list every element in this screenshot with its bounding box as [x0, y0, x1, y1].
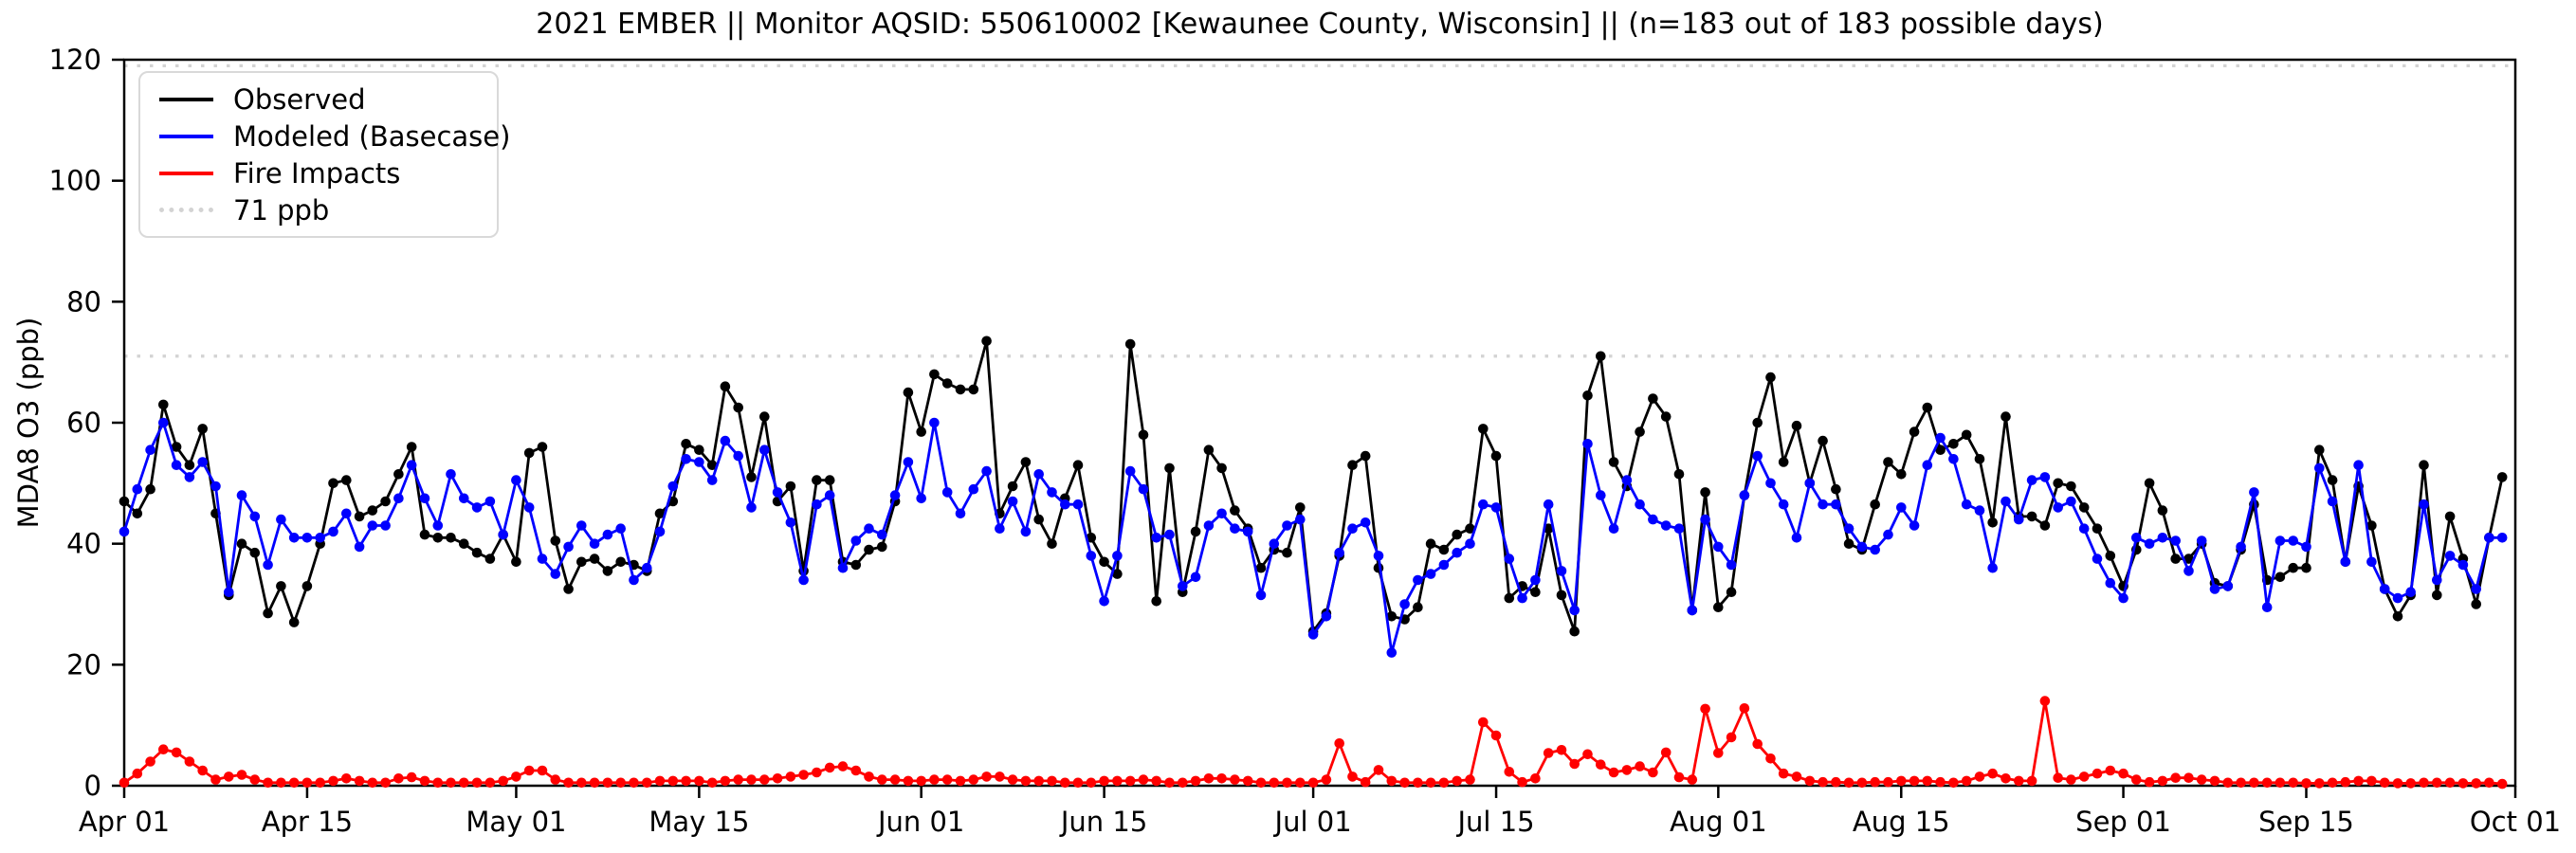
legend: Observed Modeled (Basecase) Fire Impacts…	[138, 71, 510, 238]
x-tick-label-jun-15: Jun 15	[1059, 806, 1147, 838]
legend-entry-fire-impacts: Fire Impacts	[140, 154, 497, 191]
y-tick-label-40: 40	[66, 528, 101, 560]
legend-label-observed: Observed	[233, 82, 366, 116]
reference-lines	[124, 64, 2515, 358]
chart-title: 2021 EMBER || Monitor AQSID: 550610002 […	[536, 8, 2104, 41]
x-axis-ticks: Apr 01 Apr 15 May 01 May 15 Jun 01 Jun 15 Jul …	[79, 786, 2561, 838]
series-modeled-basecase--line	[122, 421, 2503, 654]
y-axis-ticks: 0 20 40 60 80 100 120	[49, 44, 124, 802]
y-tick-label-20: 20	[66, 648, 101, 681]
legend-label-fire-impacts: Fire Impacts	[233, 156, 401, 190]
y-tick-label-60: 60	[66, 407, 101, 439]
threshold-line-sample	[159, 208, 213, 212]
x-tick-label-jun-01: Jun 01	[876, 806, 964, 838]
x-tick-label-sep-01: Sep 01	[2075, 806, 2171, 838]
legend-entry-observed: Observed	[140, 81, 497, 118]
legend-entry-modeled-basecase: Modeled (Basecase)	[140, 118, 510, 154]
y-tick-label-120: 120	[49, 44, 101, 76]
y-tick-label-80: 80	[66, 285, 101, 318]
modeled-line-sample	[159, 134, 213, 138]
y-tick-label-0: 0	[84, 770, 101, 802]
legend-entry-71ppb-threshold: 71 ppb	[140, 191, 497, 228]
series-fire-impacts	[119, 696, 2508, 789]
series-observed	[119, 336, 2508, 637]
observed-line-sample	[159, 97, 213, 101]
x-tick-label-oct-01: Oct 01	[2470, 806, 2561, 838]
series-fire-impacts-line	[123, 699, 2503, 786]
x-tick-label-jul-01: Jul 01	[1273, 806, 1352, 838]
y-tick-label-100: 100	[49, 165, 101, 197]
series-modeled-basecase-	[119, 417, 2508, 658]
x-tick-label-apr-15: Apr 15	[262, 806, 353, 838]
legend-label-71ppb: 71 ppb	[233, 193, 330, 227]
x-tick-label-aug-15: Aug 15	[1853, 806, 1950, 838]
fire-line-sample	[159, 171, 213, 175]
x-tick-label-jul-15: Jul 15	[1455, 806, 1534, 838]
legend-label-modeled-basecase: Modeled (Basecase)	[233, 119, 511, 153]
x-tick-label-may-01: May 01	[466, 806, 566, 838]
x-tick-label-sep-15: Sep 15	[2258, 806, 2354, 838]
x-tick-label-aug-01: Aug 01	[1670, 806, 1767, 838]
x-tick-label-may-15: May 15	[649, 806, 749, 838]
x-tick-label-apr-01: Apr 01	[79, 806, 170, 838]
